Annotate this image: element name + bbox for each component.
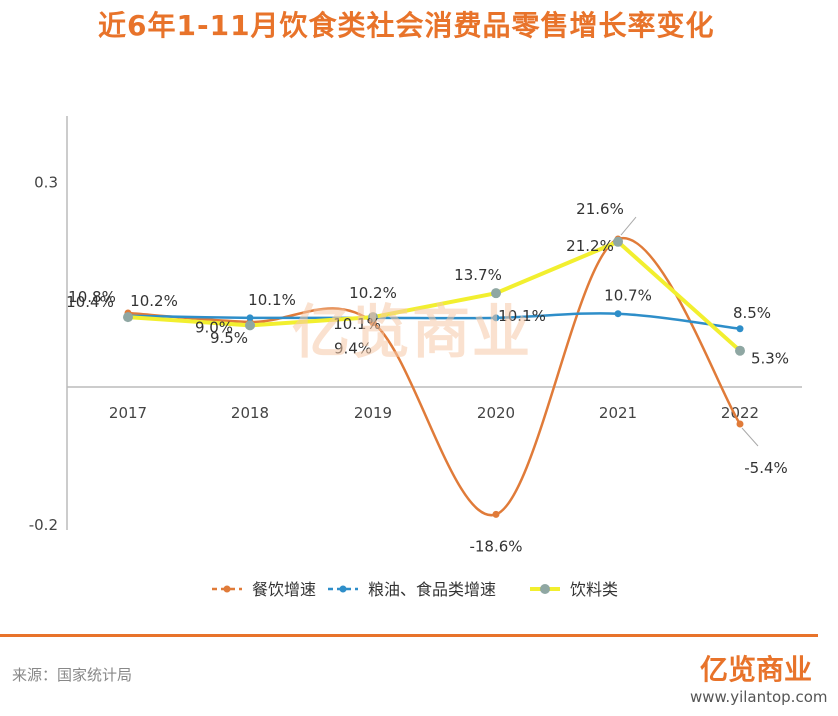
legend-marker-beverage	[540, 584, 550, 594]
data-point-grain-oil	[614, 310, 622, 318]
data-label-beverage: 13.7%	[454, 266, 502, 284]
x-tick-label: 2017	[109, 404, 147, 422]
data-point-catering	[736, 420, 744, 428]
y-tick-label: 0.3	[34, 174, 58, 192]
data-label-grain-oil: 10.7%	[604, 287, 652, 305]
footer-divider	[0, 634, 818, 637]
series-lines	[123, 235, 745, 518]
series-line-grain-oil	[127, 312, 741, 331]
data-label-catering: -18.6%	[469, 537, 522, 555]
legend-marker-catering	[223, 585, 231, 593]
watermark: 亿览商业	[292, 298, 533, 366]
x-tick-label: 2021	[599, 404, 637, 422]
label-leader-line	[741, 427, 759, 447]
chart-legend: 餐饮增速 粮油、食品类增速 饮料类	[212, 580, 618, 599]
chart-axes: 0.3 -0.2 2017 2018 2019 2020 2021 2022	[29, 116, 802, 534]
data-point-beverage	[123, 312, 133, 323]
data-label-grain-oil: 8.5%	[733, 304, 771, 322]
data-label-grain-oil: 10.1%	[498, 307, 546, 325]
data-label-grain-oil: 10.1%	[333, 315, 381, 333]
brand-logo: 亿览商业	[700, 653, 813, 686]
data-point-beverage	[491, 288, 501, 299]
x-tick-label: 2018	[231, 404, 269, 422]
x-tick-label: 2022	[721, 404, 759, 422]
source-note: 来源：国家统计局	[12, 666, 133, 684]
data-point-beverage	[613, 236, 623, 247]
data-label-catering: 10.8%	[68, 288, 116, 306]
data-point-beverage	[245, 320, 255, 331]
data-label-catering: 21.6%	[576, 200, 624, 218]
x-tick-label: 2019	[354, 404, 392, 422]
data-label-grain-oil: 10.4%	[66, 293, 114, 311]
data-label-beverage: 9.0%	[195, 318, 233, 336]
data-labels: 10.8% 9.5% 9.4% -18.6% 21.6% -5.4% 10.4% 10.1% 1…	[66, 200, 789, 555]
data-label-catering: -5.4%	[744, 459, 788, 477]
data-point-beverage	[368, 312, 378, 323]
data-label-catering: 9.4%	[334, 340, 372, 358]
data-label-catering: 9.5%	[210, 329, 248, 347]
data-label-beverage: 10.2%	[349, 284, 397, 302]
label-leader-line	[620, 216, 637, 236]
chart-title: 近6年1-11月饮食类社会消费品零售增长率变化	[98, 9, 715, 42]
data-point-grain-oil	[246, 314, 254, 322]
series-line-catering	[127, 236, 742, 517]
y-tick-label: -0.2	[29, 516, 58, 534]
data-point-catering	[492, 510, 500, 518]
data-point-grain-oil	[736, 325, 744, 333]
data-label-beverage: 10.2%	[130, 292, 178, 310]
data-point-grain-oil	[492, 314, 500, 322]
data-label-beverage: 21.2%	[566, 237, 614, 255]
legend-marker-grain-oil	[339, 585, 347, 593]
legend-label-catering: 餐饮增速	[252, 580, 316, 599]
legend-label-beverage: 饮料类	[570, 580, 618, 599]
data-label-beverage: 5.3%	[751, 350, 789, 368]
data-point-beverage	[735, 345, 745, 356]
x-tick-label: 2020	[477, 404, 515, 422]
data-label-grain-oil: 10.1%	[248, 291, 296, 309]
series-line-beverage	[127, 239, 742, 353]
brand-url: www.yilantop.com	[690, 688, 828, 706]
legend-label-grain-oil: 粮油、食品类增速	[368, 580, 496, 599]
line-chart: 0.3 -0.2 2017 2018 2019 2020 2021 2022 10.8% 9.5…	[29, 116, 802, 599]
